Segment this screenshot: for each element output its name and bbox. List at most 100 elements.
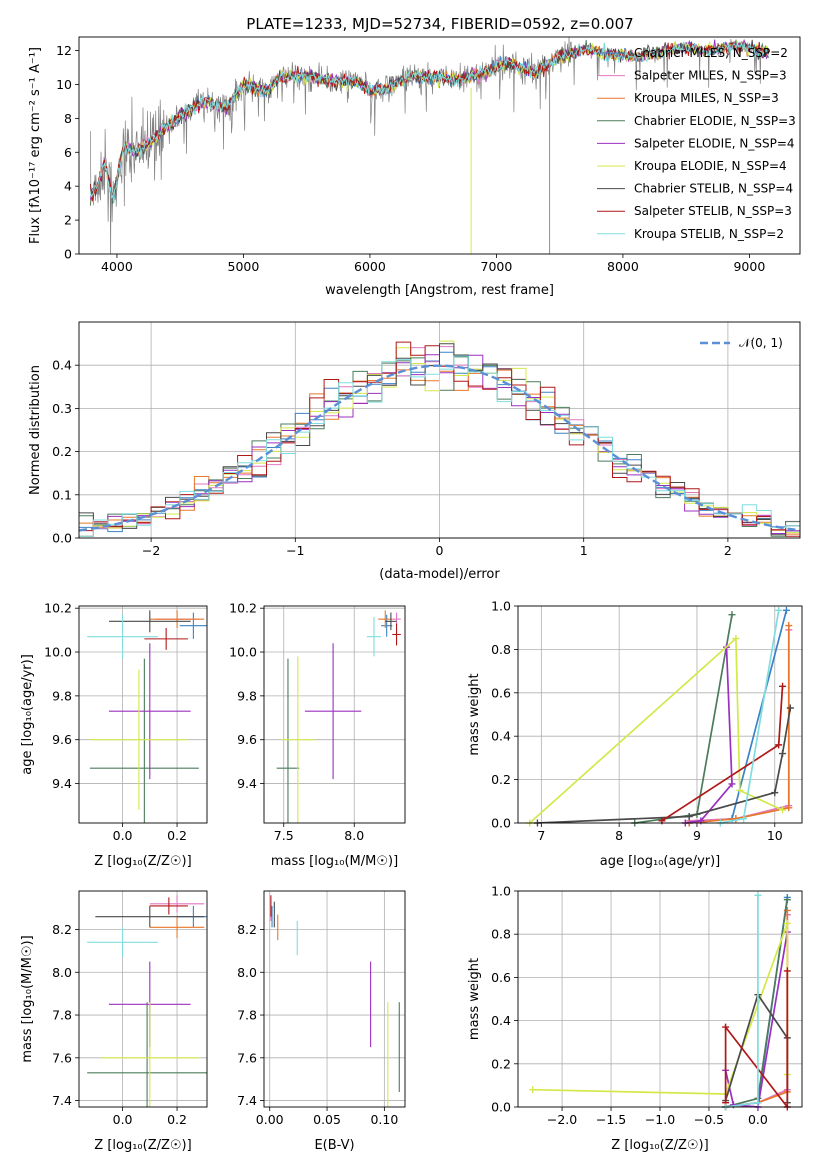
age-vs-metallicity-panel: 0.0 0.2 9.4 9.6 9.8 10.0 10.2 Z [log₁₀(Z/Z☉)] ag…: [20, 601, 208, 869]
y-tick-label: 0.6: [491, 685, 511, 700]
legend-label-salpeter-miles: Salpeter MILES, N_SSP=3: [634, 69, 787, 83]
y-tick-label: 0.2: [491, 772, 511, 787]
x-axis-label: Z [log₁₀(Z/Z☉)]: [94, 1138, 191, 1153]
y-tick-label: 7.8: [52, 1008, 72, 1023]
mass-weight-vs-metallicity-panel: −2.0 −1.5 −1.0 −0.5 0.0 0.0 0.2 0.4 0.6 0.8 1.0 Z […: [467, 884, 803, 1153]
y-tick-label: 9.4: [237, 776, 257, 791]
y-tick-label: 7.6: [52, 1050, 72, 1065]
weight-marker-chabrier-stelib: [771, 789, 779, 797]
x-tick-label: 6000: [354, 259, 386, 274]
x-tick-label: 2: [724, 543, 732, 558]
legend-label-kroupa-stelib: Kroupa STELIB, N_SSP=2: [634, 227, 784, 241]
weight-line-chabrier-elodie: [725, 899, 789, 1107]
y-tick-label: 0.6: [491, 970, 511, 985]
weight-line-kroupa-elodie: [529, 636, 783, 823]
model-kroupa-stelib-line: [89, 41, 769, 203]
x-tick-label: 0.05: [313, 1112, 341, 1127]
y-tick-label: 0.0: [52, 531, 72, 546]
y-tick-label: 0.8: [491, 927, 511, 942]
weight-marker-kroupa-stelib: [754, 1099, 762, 1107]
y-tick-label: 0.1: [52, 487, 72, 502]
y-tick-label: 7.6: [237, 1050, 257, 1065]
mass-weight-vs-age-panel: 7 8 9 10 0.0 0.2 0.4 0.6 0.8 1.0 age [log₁₀(age/yr…: [467, 599, 803, 869]
weight-marker-kroupa-stelib: [740, 815, 748, 823]
legend-label-salpeter-stelib: Salpeter STELIB, N_SSP=3: [634, 204, 792, 218]
residual-histogram-panel: −2 −1 0 1 2 0.0 0.1 0.2 0.3 0.4 (data-model)/error…: [28, 321, 801, 582]
weight-marker-kroupa-elodie: [783, 919, 791, 927]
y-tick-label: 10.2: [229, 601, 257, 616]
model-salpeter-stelib-line: [89, 40, 769, 202]
axes-frame: [517, 605, 803, 824]
y-tick-label: 9.8: [237, 688, 257, 703]
x-tick-label: 0: [436, 543, 444, 558]
x-axis-label: wavelength [Angstrom, rest frame]: [325, 283, 554, 298]
y-tick-label: 8: [64, 111, 72, 126]
weight-marker-kroupa-miles: [732, 815, 740, 823]
x-axis-label: (data-model)/error: [379, 567, 500, 582]
x-tick-label: 0.2: [167, 1112, 187, 1127]
weight-line-salpeter-stelib: [661, 686, 784, 822]
x-tick-label: −1: [286, 543, 304, 558]
histogram-kroupa-stelib-step: [79, 355, 800, 537]
y-tick-label: 9.6: [52, 732, 72, 747]
axes-frame: [517, 890, 803, 1108]
weight-marker-kroupa-miles: [785, 804, 793, 812]
y-tick-label: 9.8: [52, 688, 72, 703]
y-axis-label: age [log₁₀(age/yr)]: [20, 654, 35, 775]
y-tick-label: 10.0: [229, 645, 257, 660]
weight-marker-kroupa-elodie: [529, 1086, 537, 1094]
x-tick-label: 10: [767, 828, 783, 843]
figure-title: PLATE=1233, MJD=52734, FIBERID=0592, z=0…: [246, 15, 633, 33]
weight-marker-salpeter-stelib: [775, 741, 783, 749]
x-tick-label: 9000: [733, 259, 765, 274]
y-tick-label: 7.4: [237, 1093, 257, 1108]
axes-frame: [78, 36, 801, 255]
y-tick-label: 0.0: [491, 816, 511, 831]
y-axis-label: Normed distribution: [28, 365, 43, 495]
weight-line-salpeter-stelib: [724, 970, 789, 1107]
weight-marker-kroupa-miles: [785, 622, 793, 630]
weight-marker-chabrier-stelib: [779, 750, 787, 758]
x-tick-label: −1.0: [645, 1112, 675, 1127]
x-tick-label: 0.0: [113, 828, 133, 843]
y-tick-label: 1.0: [491, 599, 511, 614]
x-axis-label: age [log₁₀(age/yr)]: [600, 854, 721, 869]
x-tick-label: 8: [615, 828, 623, 843]
x-axis-label: E(B-V): [314, 1138, 354, 1153]
axes-frame: [78, 605, 208, 824]
normal-distribution-curve: [79, 364, 800, 532]
x-tick-label: 4000: [101, 259, 133, 274]
y-tick-label: 9.6: [237, 732, 257, 747]
y-tick-label: 7.4: [52, 1093, 72, 1108]
y-tick-label: 9.4: [52, 776, 72, 791]
weight-line-kroupa-stelib: [725, 895, 759, 1107]
y-axis-label: Flux [fλ10⁻¹⁷ erg cm⁻² s⁻¹ A⁻¹]: [28, 47, 43, 244]
x-tick-label: 0.2: [167, 828, 187, 843]
y-tick-label: 0.2: [491, 1056, 511, 1071]
weight-marker-kroupa-elodie: [736, 786, 744, 794]
x-tick-label: 5000: [228, 259, 260, 274]
x-tick-label: −1.5: [596, 1112, 626, 1127]
weight-marker-chabrier-miles: [782, 606, 790, 614]
x-axis-label: Z [log₁₀(Z/Z☉)]: [94, 854, 191, 869]
legend-label-chabrier-stelib: Chabrier STELIB, N_SSP=4: [634, 182, 793, 196]
x-tick-label: 0.0: [748, 1112, 768, 1127]
y-tick-label: 2: [64, 213, 72, 228]
weight-marker-chabrier-stelib: [685, 812, 693, 820]
x-axis-label: Z [log₁₀(Z/Z☉)]: [611, 1138, 708, 1153]
y-tick-label: 8.0: [237, 965, 257, 980]
weight-marker-chabrier-stelib: [786, 704, 794, 712]
y-tick-label: 0.8: [491, 642, 511, 657]
age-vs-mass-panel: 7.5 8.0 9.4 9.6 9.8 10.0 10.2 mass [log₁₀(M/M☉)…: [229, 601, 406, 869]
x-tick-label: 7: [537, 828, 545, 843]
y-tick-label: 10.0: [44, 645, 72, 660]
weight-marker-kroupa-stelib: [754, 891, 762, 899]
y-tick-label: 0.4: [491, 1013, 511, 1028]
x-tick-label: −2.0: [547, 1112, 577, 1127]
y-tick-label: 10.2: [44, 601, 72, 616]
x-tick-label: 0.0: [113, 1112, 133, 1127]
weight-marker-salpeter-stelib: [722, 1023, 730, 1031]
weight-marker-chabrier-elodie: [728, 611, 736, 619]
weight-marker-kroupa-elodie: [779, 806, 787, 814]
legend-label-chabrier-elodie: Chabrier ELODIE, N_SSP=3: [634, 114, 796, 128]
